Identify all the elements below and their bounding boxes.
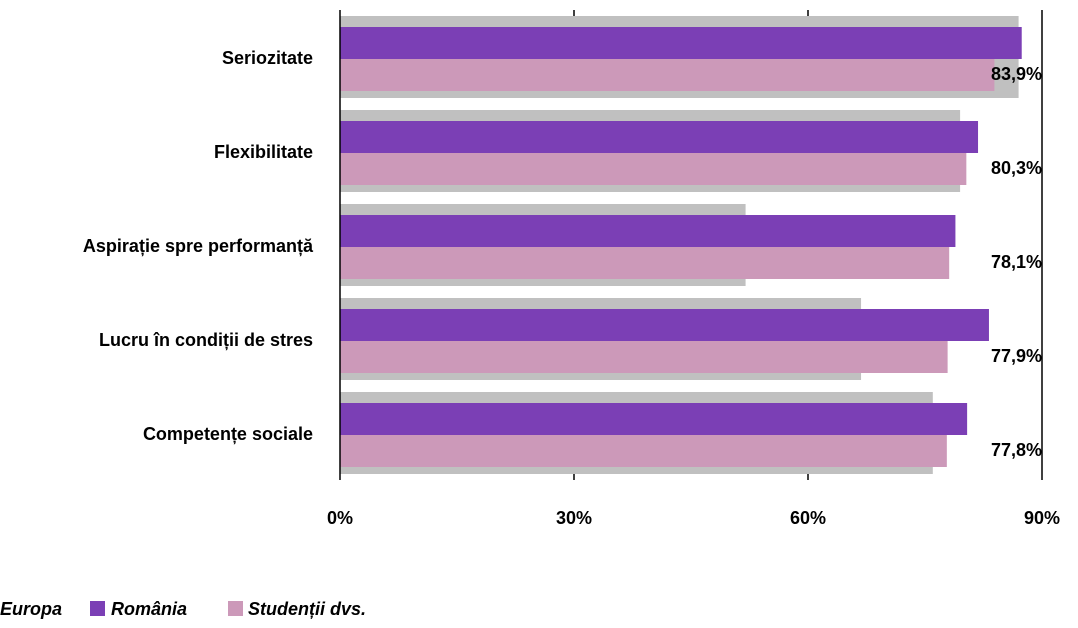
tick-label-2: 60% xyxy=(790,508,826,528)
bar-studenti-2 xyxy=(340,247,950,279)
bar-studenti-4 xyxy=(340,435,947,467)
value-label-2: 78,1% xyxy=(991,252,1042,272)
legend-entry-1: România xyxy=(111,599,187,619)
bar-romania-2 xyxy=(340,215,956,247)
tick-label-1: 30% xyxy=(556,508,592,528)
bar-studenti-3 xyxy=(340,341,948,373)
bar-romania-1 xyxy=(340,121,979,153)
value-label-3: 77,9% xyxy=(991,346,1042,366)
axis-layer: 0% 30% 60% 90% xyxy=(327,10,1060,528)
category-label-1: Flexibilitate xyxy=(214,142,313,162)
legend-entry-2: Studenții dvs. xyxy=(248,599,366,619)
value-label-4: 77,8% xyxy=(991,440,1042,460)
bar-studenti-1 xyxy=(340,153,967,185)
legend-entry-0: Europa xyxy=(0,599,62,619)
bar-romania-3 xyxy=(340,309,989,341)
category-label-4: Competențe sociale xyxy=(143,424,313,444)
value-label-0: 83,9% xyxy=(991,64,1042,84)
category-label-3: Lucru în condiții de stres xyxy=(99,330,313,350)
category-label-0: Seriozitate xyxy=(222,48,313,68)
bar-studenti-0 xyxy=(340,59,995,91)
legend-swatch-2 xyxy=(228,601,243,616)
category-label-2: Aspirație spre performanță xyxy=(83,236,314,256)
bars-layer xyxy=(340,16,1022,474)
tick-label-3: 90% xyxy=(1024,508,1060,528)
bar-romania-0 xyxy=(340,27,1022,59)
legend-swatch-1 xyxy=(90,601,105,616)
legend: Europa România Studenții dvs. xyxy=(0,599,366,619)
bar-romania-4 xyxy=(340,403,968,435)
tick-label-0: 0% xyxy=(327,508,353,528)
value-label-1: 80,3% xyxy=(991,158,1042,178)
labels-layer: Seriozitate 83,9% Flexibilitate 80,3% Aspira… xyxy=(83,48,1042,460)
